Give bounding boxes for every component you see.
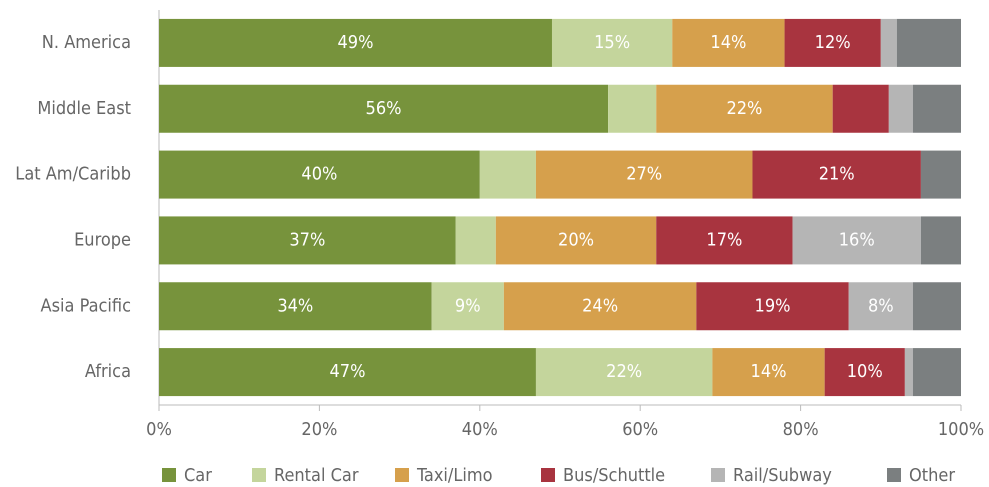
x-tick-label: 80% <box>783 419 819 440</box>
x-tick-label: 0% <box>146 419 172 440</box>
value-label: 56% <box>366 98 402 119</box>
legend-swatch <box>395 468 409 482</box>
category-label: Africa <box>85 361 131 382</box>
bar-segment <box>880 18 897 67</box>
bar-segment <box>848 282 913 331</box>
legend-label: Other <box>909 465 955 486</box>
legend-swatch <box>887 468 901 482</box>
value-label: 8% <box>868 295 894 316</box>
bar-segment <box>608 84 657 133</box>
value-label: 24% <box>582 295 618 316</box>
bar-segment <box>431 282 504 331</box>
bar-segment <box>535 348 713 397</box>
value-label: 10% <box>847 361 883 382</box>
bar-segment <box>656 84 833 133</box>
value-label: 14% <box>751 361 787 382</box>
value-label: 47% <box>329 361 365 382</box>
bar-segment <box>824 348 905 397</box>
bar-segment <box>159 150 480 199</box>
value-label: 49% <box>337 32 373 53</box>
legend-label: Rental Car <box>274 465 359 486</box>
bar-segment <box>656 216 793 265</box>
bar-segment <box>888 84 913 133</box>
value-label: 22% <box>726 98 762 119</box>
bar-segment <box>535 150 753 199</box>
legend-label: Taxi/Limo <box>416 465 493 486</box>
bar-segment <box>479 150 536 199</box>
bar-segment <box>696 282 849 331</box>
bar-segment <box>551 18 673 67</box>
value-label: 14% <box>710 32 746 53</box>
value-label: 40% <box>301 164 337 185</box>
legend-label: Rail/Subway <box>733 465 832 486</box>
bar-segment <box>159 348 536 397</box>
legend-label: Car <box>184 465 212 486</box>
category-label: Europe <box>74 229 131 250</box>
bar-segment <box>495 216 657 265</box>
bar-segment <box>672 18 785 67</box>
value-label: 9% <box>455 295 481 316</box>
value-label: 20% <box>558 229 594 250</box>
category-label: N. America <box>42 32 131 53</box>
category-label: Lat Am/Caribb <box>15 164 131 185</box>
value-label: 19% <box>755 295 791 316</box>
bar-segment <box>920 216 961 265</box>
bar-segment <box>784 18 881 67</box>
legend-swatch <box>252 468 266 482</box>
value-label: 12% <box>815 32 851 53</box>
category-label: Asia Pacific <box>41 295 131 316</box>
x-tick-label: 20% <box>301 419 337 440</box>
bar-segment <box>752 150 921 199</box>
value-label: 34% <box>277 295 313 316</box>
legend-swatch <box>162 468 176 482</box>
value-label: 27% <box>626 164 662 185</box>
bar-segment <box>912 348 961 397</box>
bar-segment <box>832 84 889 133</box>
value-label: 17% <box>706 229 742 250</box>
bar-segment <box>159 216 456 265</box>
bar-segment <box>159 282 432 331</box>
value-label: 37% <box>289 229 325 250</box>
bar-segment <box>455 216 496 265</box>
bar-segment <box>712 348 825 397</box>
bar-segment <box>912 282 961 331</box>
x-tick-label: 40% <box>462 419 498 440</box>
bar-segment <box>896 18 961 67</box>
value-label: 21% <box>819 164 855 185</box>
x-tick-label: 60% <box>622 419 658 440</box>
value-label: 15% <box>594 32 630 53</box>
bar-segment <box>503 282 697 331</box>
value-label: 22% <box>606 361 642 382</box>
legend-label: Bus/Schuttle <box>563 465 665 486</box>
bar-segment <box>159 84 609 133</box>
bar-segment <box>904 348 913 397</box>
category-label: Middle East <box>37 98 131 119</box>
bar-segment <box>159 18 552 67</box>
value-label: 16% <box>839 229 875 250</box>
x-tick-label: 100% <box>938 419 984 440</box>
bar-segment <box>920 150 961 199</box>
legend-swatch <box>711 468 725 482</box>
legend-swatch <box>541 468 555 482</box>
bar-segment <box>792 216 921 265</box>
bar-segment <box>912 84 961 133</box>
